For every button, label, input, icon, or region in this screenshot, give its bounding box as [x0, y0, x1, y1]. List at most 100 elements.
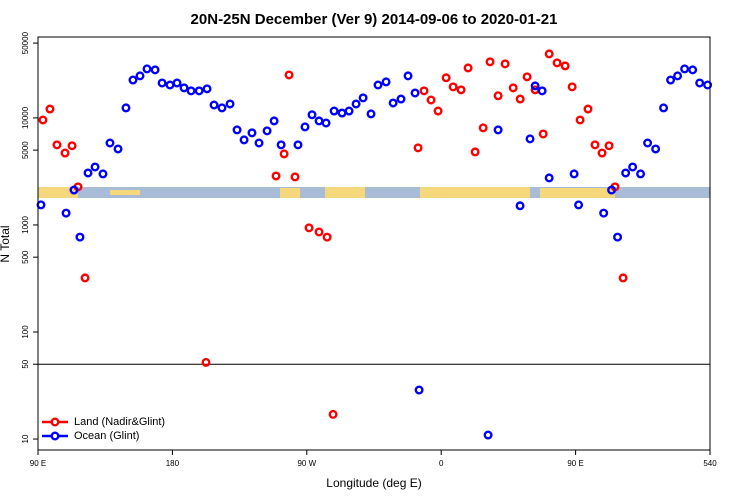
point [98, 169, 108, 179]
legend-label: Land (Nadir&Glint) [74, 416, 165, 428]
point [560, 61, 570, 71]
x-tick-label: 90 E [567, 459, 583, 468]
point [567, 82, 577, 92]
point [628, 162, 638, 172]
point [52, 140, 62, 150]
point [321, 118, 331, 128]
marks-layer [36, 49, 713, 440]
point [157, 78, 167, 88]
point [373, 80, 383, 90]
point [142, 64, 152, 74]
point [590, 140, 600, 150]
point [83, 168, 93, 178]
point [544, 49, 554, 59]
point [121, 103, 131, 113]
point [304, 223, 314, 233]
point [328, 409, 338, 419]
point [329, 106, 339, 116]
legend-marker [50, 431, 60, 441]
legend-label: Ocean (Glint) [74, 430, 139, 442]
point [643, 138, 653, 148]
point [150, 65, 160, 75]
point [271, 171, 281, 181]
point [69, 185, 79, 195]
point [651, 144, 661, 154]
point [508, 83, 518, 93]
y-tick-label: 10000 [21, 106, 30, 129]
point [179, 83, 189, 93]
x-tick-label: 180 [166, 459, 180, 468]
point [544, 173, 554, 183]
point [522, 72, 532, 82]
point [604, 141, 614, 151]
point [599, 208, 609, 218]
point [290, 172, 300, 182]
point [419, 86, 429, 96]
point [618, 273, 628, 283]
point [232, 125, 242, 135]
point [525, 134, 535, 144]
point [537, 86, 547, 96]
y-tick-label: 10 [21, 434, 30, 443]
point [358, 93, 368, 103]
x-axis-label: Longitude (deg E) [326, 476, 421, 490]
point [530, 81, 540, 91]
point [209, 100, 219, 110]
y-tick-label: 100 [21, 325, 30, 339]
point [636, 169, 646, 179]
map-strip [38, 187, 710, 198]
point [688, 65, 698, 75]
point [413, 143, 423, 153]
point [80, 273, 90, 283]
x-tick-label: 90 W [297, 459, 316, 468]
point [433, 106, 443, 116]
point [673, 71, 683, 81]
point [680, 64, 690, 74]
point [276, 140, 286, 150]
point [515, 94, 525, 104]
point [60, 148, 70, 158]
point [314, 116, 324, 126]
point [569, 169, 579, 179]
point [61, 208, 71, 218]
legend-marker [50, 417, 60, 427]
point [388, 98, 398, 108]
point [322, 232, 332, 242]
point [621, 168, 631, 178]
y-tick-label: 50 [21, 359, 30, 368]
point [128, 75, 138, 85]
point [67, 141, 77, 151]
point [90, 162, 100, 172]
point [583, 104, 593, 114]
point [414, 385, 424, 395]
point [279, 149, 289, 159]
point [254, 138, 264, 148]
y-tick-label: 1000 [21, 216, 30, 234]
point [201, 357, 211, 367]
point [38, 115, 48, 125]
point [75, 232, 85, 242]
point [597, 148, 607, 158]
point [703, 80, 713, 90]
point [293, 140, 303, 150]
point [426, 95, 436, 105]
point [659, 103, 669, 113]
point [262, 126, 272, 136]
point [337, 108, 347, 118]
point [493, 125, 503, 135]
point [552, 58, 562, 68]
x-tick-label: 540 [703, 459, 717, 468]
point [456, 85, 466, 95]
point [247, 128, 257, 138]
point [225, 99, 235, 109]
point [307, 110, 317, 120]
point [463, 63, 473, 73]
point [575, 115, 585, 125]
point [300, 122, 310, 132]
point [470, 147, 480, 157]
x-tick-label: 90 E [30, 459, 46, 468]
point [269, 116, 279, 126]
point [217, 103, 227, 113]
x-tick-label: 0 [439, 459, 444, 468]
point [314, 227, 324, 237]
